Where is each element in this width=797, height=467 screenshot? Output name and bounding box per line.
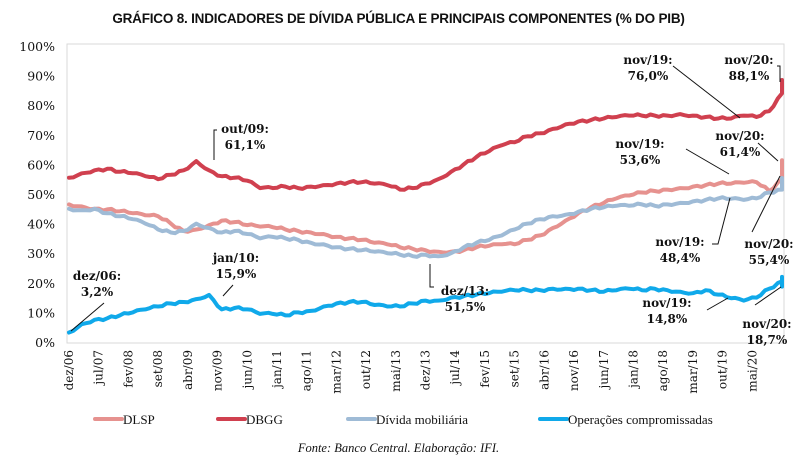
annotation-9: jan/10: 15,9%	[212, 251, 259, 297]
annotation-7: nov/20: 55,4%	[744, 175, 794, 267]
annotation-leader-line	[70, 302, 105, 332]
y-tick-label: 10%	[27, 305, 55, 320]
annotation-date: nov/20:	[742, 317, 791, 331]
x-tick-label: set/15	[508, 350, 522, 387]
x-tick-label: jan/18	[626, 350, 640, 390]
annotation-4: nov/19: 53,6%	[615, 137, 730, 175]
annotation-leader-line	[685, 148, 730, 175]
x-tick-label: set/08	[151, 350, 165, 387]
annotation-3: nov/20: 88,1%	[724, 53, 781, 83]
annotation-1: dez/13: 51,5%	[429, 264, 489, 314]
annotation-leader-line	[429, 264, 434, 288]
annotation-value: 14,8%	[647, 312, 688, 326]
annotation-0: out/09: 61,1%	[213, 122, 269, 160]
annotation-5: nov/20: 61,4%	[715, 129, 779, 162]
x-tick-label: abr/16	[537, 350, 551, 390]
x-tick-label: jun/17	[597, 350, 611, 391]
annotation-value: 55,4%	[749, 253, 790, 267]
plot-area-border	[66, 43, 785, 344]
annotation-leader-line	[213, 129, 217, 160]
annotation-10: nov/19: 14,8%	[642, 296, 729, 326]
y-tick-label: 20%	[27, 276, 55, 291]
legend-label: Dívida mobiliária	[376, 412, 468, 427]
legend-item: DBGG	[216, 412, 283, 427]
annotation-leader-line	[672, 65, 741, 119]
annotation-date: out/09:	[221, 122, 269, 136]
series-line-d-vida-mobili-ria	[67, 176, 784, 259]
x-tick-label: jun/10	[240, 350, 254, 391]
legend-label: Operações compromissadas	[568, 412, 713, 427]
annotation-leader-line	[751, 175, 781, 233]
x-tick-label: jul/14	[448, 350, 462, 387]
y-tick-label: 70%	[27, 128, 55, 143]
x-tick-label: nov/16	[567, 350, 581, 391]
series-line-dbgg	[67, 78, 784, 192]
annotation-8: dez/06: 3,2%	[70, 269, 121, 332]
annotation-value: 48,4%	[660, 251, 701, 265]
series-line-dlsp	[67, 158, 784, 255]
x-tick-label: out/12	[359, 350, 373, 389]
annotation-leader-line	[706, 297, 729, 311]
chart-title: GRÁFICO 8. INDICADORES DE DÍVIDA PÚBLICA…	[112, 11, 685, 26]
annotation-date: nov/20:	[724, 53, 773, 67]
y-tick-label: 100%	[19, 39, 55, 54]
annotation-11: nov/20: 18,7%	[742, 286, 792, 347]
annotation-date: jan/10:	[212, 251, 259, 265]
x-tick-label: mai/20	[745, 350, 759, 392]
annotation-value: 61,4%	[720, 145, 761, 159]
annotation-leader-line	[777, 65, 781, 82]
annotation-value: 15,9%	[216, 267, 257, 281]
x-tick-label: out/19	[716, 350, 730, 389]
x-tick-label: dez/13	[419, 350, 433, 390]
annotation-date: nov/20:	[715, 129, 764, 143]
annotation-leader-line	[712, 197, 731, 245]
x-tick-label: abr/09	[181, 350, 195, 390]
y-tick-label: 50%	[27, 187, 55, 202]
y-tick-label: 90%	[27, 69, 55, 84]
annotation-date: nov/19:	[642, 296, 691, 310]
x-tick-label: jul/07	[92, 350, 106, 387]
x-tick-label: mar/12	[329, 350, 343, 394]
x-tick-label: mar/19	[686, 350, 700, 394]
annotation-value: 18,7%	[747, 333, 788, 347]
x-tick-label: ago/18	[656, 350, 670, 391]
series-line-opera-es-compromissadas	[67, 274, 784, 335]
legend-item: DLSP	[93, 412, 155, 427]
x-tick-label: jan/11	[270, 350, 284, 390]
x-tick-label: ago/11	[300, 350, 314, 391]
y-tick-label: 30%	[27, 246, 55, 261]
legend-item: Operações compromissadas	[538, 412, 713, 427]
legend-item: Dívida mobiliária	[346, 412, 468, 427]
annotation-value: 88,1%	[729, 69, 770, 83]
legend-label: DLSP	[123, 412, 155, 427]
y-tick-label: 0%	[35, 335, 55, 350]
annotation-date: nov/19:	[615, 137, 664, 151]
x-tick-label: nov/09	[211, 350, 225, 391]
annotation-date: nov/19:	[623, 53, 672, 67]
annotation-2: nov/19: 76,0%	[623, 53, 741, 119]
chart-source: Fonte: Banco Central. Elaboração: IFI.	[297, 441, 500, 455]
annotation-leader-line	[757, 142, 779, 162]
annotation-leader-line	[222, 284, 234, 297]
x-tick-label: fev/08	[121, 350, 135, 388]
annotation-value: 76,0%	[628, 69, 669, 83]
annotation-6: nov/19: 48,4%	[655, 197, 731, 265]
legend-label: DBGG	[246, 412, 283, 427]
y-tick-label: 80%	[27, 98, 55, 113]
annotation-leader-line	[754, 286, 782, 306]
y-tick-label: 60%	[27, 157, 55, 172]
x-tick-label: fev/15	[478, 350, 492, 388]
annotation-date: dez/13:	[441, 284, 489, 298]
annotation-value: 61,1%	[225, 138, 266, 152]
annotation-date: nov/19:	[655, 235, 704, 249]
annotation-value: 3,2%	[81, 285, 114, 299]
annotation-value: 53,6%	[620, 153, 661, 167]
annotation-date: nov/20:	[744, 237, 793, 251]
x-tick-label: dez/06	[62, 350, 76, 390]
x-tick-label: mai/13	[389, 350, 403, 392]
annotation-value: 51,5%	[445, 300, 486, 314]
annotation-date: dez/06:	[73, 269, 121, 283]
y-tick-label: 40%	[27, 217, 55, 232]
